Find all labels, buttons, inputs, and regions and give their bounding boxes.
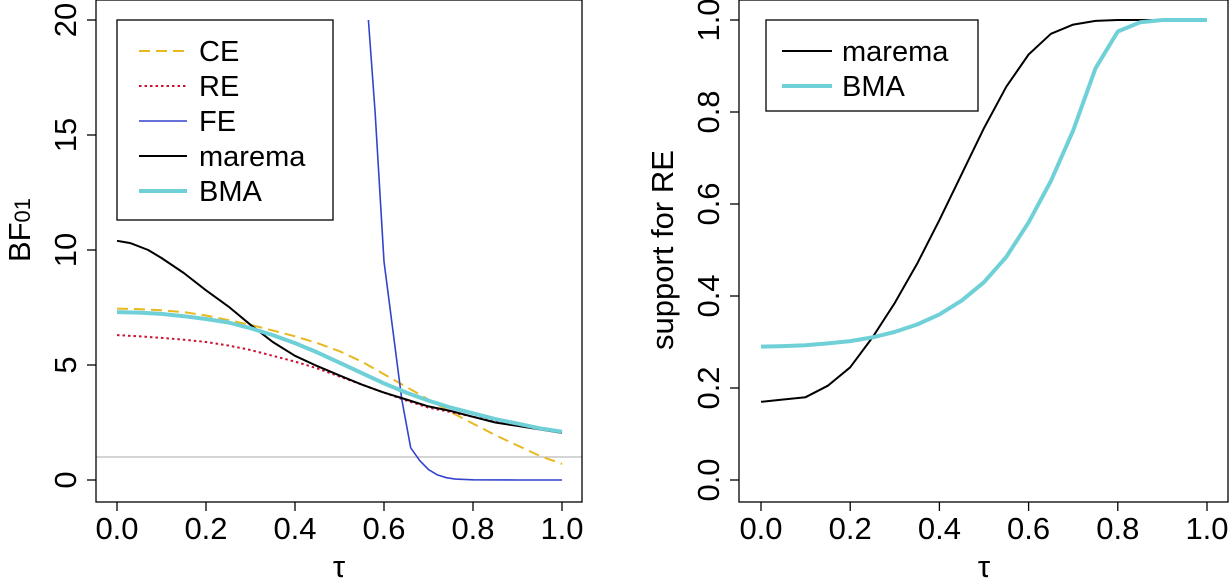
y-tick-label: 1.0 [691, 0, 726, 42]
legend-box [765, 19, 979, 112]
x-tick-label: 0.6 [362, 511, 405, 546]
x-axis-label: τ [333, 549, 345, 582]
series-re-line [116, 334, 563, 433]
legend-label-ce: CE [199, 36, 239, 68]
x-tick-label: 0.2 [829, 511, 872, 546]
x-axis-label: τ [978, 549, 990, 582]
legend-label-bma: BMA [199, 176, 263, 208]
x-tick-label: 0.4 [273, 511, 316, 546]
plot-frame [738, 0, 1229, 503]
x-axis: 0.0 0.2 0.4 0.6 0.8 1.0 [95, 502, 584, 546]
y-tick-label: 0.0 [691, 458, 726, 501]
legend-label-marema: marema [199, 141, 306, 173]
x-tick-label: 1.0 [540, 511, 583, 546]
x-tick-label: 0.0 [739, 511, 782, 546]
y-axis: 0.0 0.2 0.4 0.6 0.8 1.0 [691, 0, 739, 502]
series-bma-line [760, 18, 1207, 349]
x-tick-label: 0.2 [184, 511, 227, 546]
y-tick-label: 0.8 [691, 90, 726, 133]
series-fe-line [367, 19, 562, 481]
series-layer [760, 18, 1207, 403]
series-bma-line [116, 310, 563, 434]
x-tick-label: 0.8 [451, 511, 494, 546]
x-tick-label: 1.0 [1185, 511, 1228, 546]
series-layer [96, 19, 582, 481]
x-tick-label: 0.6 [1007, 511, 1050, 546]
y-tick-label: 0 [48, 471, 83, 488]
chart-bf01: 0.0 0.2 0.4 0.6 0.8 1.0 0 5 10 15 20 τ BF01 CEREF… [2, 0, 584, 582]
y-tick-label: 10 [48, 233, 83, 267]
y-axis-label-subscript: 01 [10, 198, 35, 222]
y-axis-label: support for RE [645, 150, 680, 350]
plot-frame [95, 0, 583, 503]
chart-support-for-re: 0.0 0.2 0.4 0.6 0.8 1.0 0.00.20.40.60.81.0 τ … [645, 0, 1229, 582]
legend-label-bma: BMA [842, 71, 906, 103]
y-tick-label: 0.4 [691, 274, 726, 317]
y-tick-label: 20 [48, 3, 83, 37]
legend-label-re: RE [199, 71, 239, 103]
legend-box [116, 19, 334, 221]
y-tick-label: 15 [48, 118, 83, 152]
legend-label-fe: FE [199, 106, 236, 138]
legend-label-marema: marema [842, 36, 949, 68]
y-tick-label: 0.6 [691, 182, 726, 225]
y-axis-label: BF01 [2, 198, 37, 262]
x-tick-label: 0.8 [1096, 511, 1139, 546]
y-axis-label-main: BF [2, 222, 37, 262]
y-tick-label: 5 [48, 356, 83, 373]
x-tick-label: 0.0 [95, 511, 138, 546]
series-marema-line [116, 239, 563, 434]
x-axis: 0.0 0.2 0.4 0.6 0.8 1.0 [739, 502, 1229, 546]
y-tick-label: 0.2 [691, 366, 726, 409]
series-ce-line [116, 307, 563, 465]
x-tick-label: 0.4 [918, 511, 961, 546]
series-marema-line [760, 19, 1207, 403]
y-axis: 0 5 10 15 20 [48, 3, 96, 489]
